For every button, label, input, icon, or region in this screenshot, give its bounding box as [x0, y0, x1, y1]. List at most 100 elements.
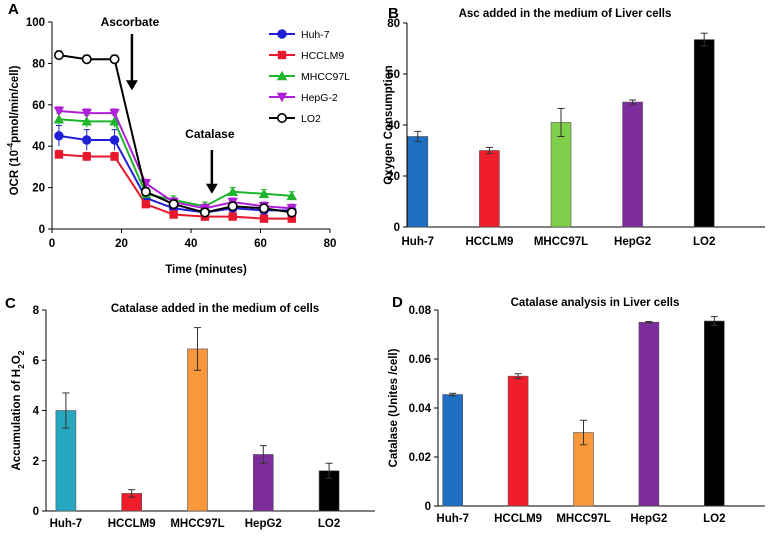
x-tick-label: 20	[115, 238, 128, 250]
data-point	[287, 214, 296, 223]
category-label: LO2	[693, 236, 715, 248]
legend-marker	[276, 70, 288, 81]
y-tick-label: 2	[33, 456, 39, 468]
category-label: HCCLM9	[465, 236, 513, 248]
panel-d-letter: D	[392, 294, 403, 311]
legend-marker	[276, 92, 288, 103]
series-hcclm9	[54, 149, 296, 223]
category-label: MHCC97L	[170, 518, 224, 530]
x-tick-label: 40	[185, 238, 198, 250]
series-line	[58, 54, 292, 214]
y-tick-label: 20	[387, 171, 400, 183]
y-tick-label: 8	[33, 305, 40, 317]
y-tick-label: 100	[26, 17, 45, 29]
panel-d-bar-chart: D Catalase analysis in Liver cells 0 0.02 0.…	[388, 294, 765, 525]
panel-b-letter: B	[388, 5, 399, 22]
data-point	[258, 188, 270, 199]
bar-hepg2	[638, 321, 660, 507]
legend-marker	[277, 50, 287, 60]
bar-mhcc97l	[187, 348, 208, 512]
data-point	[109, 108, 120, 119]
data-point	[168, 199, 179, 210]
y-tick-label: 40	[32, 141, 45, 153]
series-lo2	[53, 50, 297, 218]
data-point	[109, 54, 120, 65]
category-label: MHCC97L	[556, 513, 610, 525]
category-label: HCCLM9	[108, 518, 156, 530]
data-point	[227, 186, 238, 196]
series-line	[58, 118, 292, 208]
data-point	[141, 199, 151, 209]
data-point	[81, 116, 92, 126]
category-label: Huh-7	[50, 518, 83, 530]
data-point	[286, 207, 297, 218]
data-point	[110, 152, 119, 161]
category-label: HCCLM9	[494, 513, 542, 525]
y-axis-label: Accumulation of H2O2	[11, 350, 26, 470]
bar-huh-7	[442, 394, 464, 507]
y-tick-label: 0	[425, 501, 431, 513]
bar-mhcc97l	[550, 122, 572, 228]
data-point	[81, 108, 92, 119]
category-label: MHCC97L	[534, 236, 588, 248]
data-point	[81, 54, 92, 65]
bar-hcclm9	[507, 375, 529, 507]
bar-hcclm9	[479, 150, 500, 228]
data-point	[286, 190, 297, 201]
data-point	[82, 135, 92, 145]
y-axis-label: Oxygen Consumption	[383, 65, 395, 184]
annotation-arrow-head	[125, 80, 138, 91]
y-tick-label: 6	[33, 355, 39, 367]
y-tick-label: 0	[33, 506, 39, 518]
y-tick-label: 0.02	[409, 452, 431, 464]
y-tick-label: 80	[387, 18, 400, 30]
chart-title: Catalase analysis in Liver cells	[511, 297, 680, 309]
legend-label: HCCLM9	[301, 50, 344, 62]
legend-marker	[277, 29, 287, 39]
data-point	[109, 135, 120, 145]
y-axis-label: Catalase (Unites /cell)	[388, 348, 400, 467]
category-label: HepG2	[614, 236, 651, 248]
y-tick-label: 80	[32, 58, 45, 70]
chart-title: Catalase added in the medium of cells	[111, 303, 319, 315]
legend-label: Huh-7	[301, 29, 330, 41]
data-point	[258, 203, 269, 214]
category-label: HepG2	[630, 513, 667, 525]
y-tick-label: 0	[39, 224, 45, 236]
data-point	[54, 150, 64, 159]
y-tick-label: 40	[387, 120, 400, 132]
x-tick-label: 0	[49, 238, 55, 250]
legend-label: MHCC97L	[301, 71, 350, 83]
annotation-label-catalase: Catalase	[185, 127, 235, 141]
data-point	[228, 212, 237, 221]
data-point	[53, 50, 64, 61]
data-point	[54, 131, 64, 141]
y-tick-label: 0.04	[409, 403, 432, 415]
category-label: LO2	[703, 513, 725, 525]
chart-title: Asc added in the medium of Liver cells	[459, 8, 672, 20]
annotation-arrow-head	[205, 183, 218, 194]
y-tick-label: 0.06	[409, 354, 431, 366]
panel-b-bar-chart: B Asc added in the medium of Liver cells 0…	[383, 5, 765, 248]
data-point	[140, 186, 151, 197]
data-point	[82, 152, 91, 161]
y-tick-label: 0	[394, 222, 400, 234]
category-label: HepG2	[245, 518, 282, 530]
y-axis-label: OCR (10-4pmol/min/cell)	[6, 65, 21, 195]
category-label: LO2	[318, 518, 340, 530]
data-point	[259, 214, 269, 223]
data-point	[53, 106, 65, 117]
legend-label: LO2	[301, 113, 321, 125]
data-point	[53, 114, 65, 124]
x-axis-label: Time (minutes)	[165, 264, 247, 276]
data-point	[109, 116, 120, 126]
category-label: Huh-7	[436, 513, 469, 525]
legend-marker	[276, 113, 287, 124]
legend-label: HepG-2	[301, 92, 338, 104]
data-point	[227, 201, 238, 212]
category-label: Huh-7	[402, 236, 435, 248]
panel-a-letter: A	[8, 1, 19, 18]
series-mhcc97l	[53, 112, 297, 211]
panel-a-line-chart: A 0 20 40 60 80 100 0 20 40 60 80 Time (minutes) OCR …	[6, 1, 350, 276]
